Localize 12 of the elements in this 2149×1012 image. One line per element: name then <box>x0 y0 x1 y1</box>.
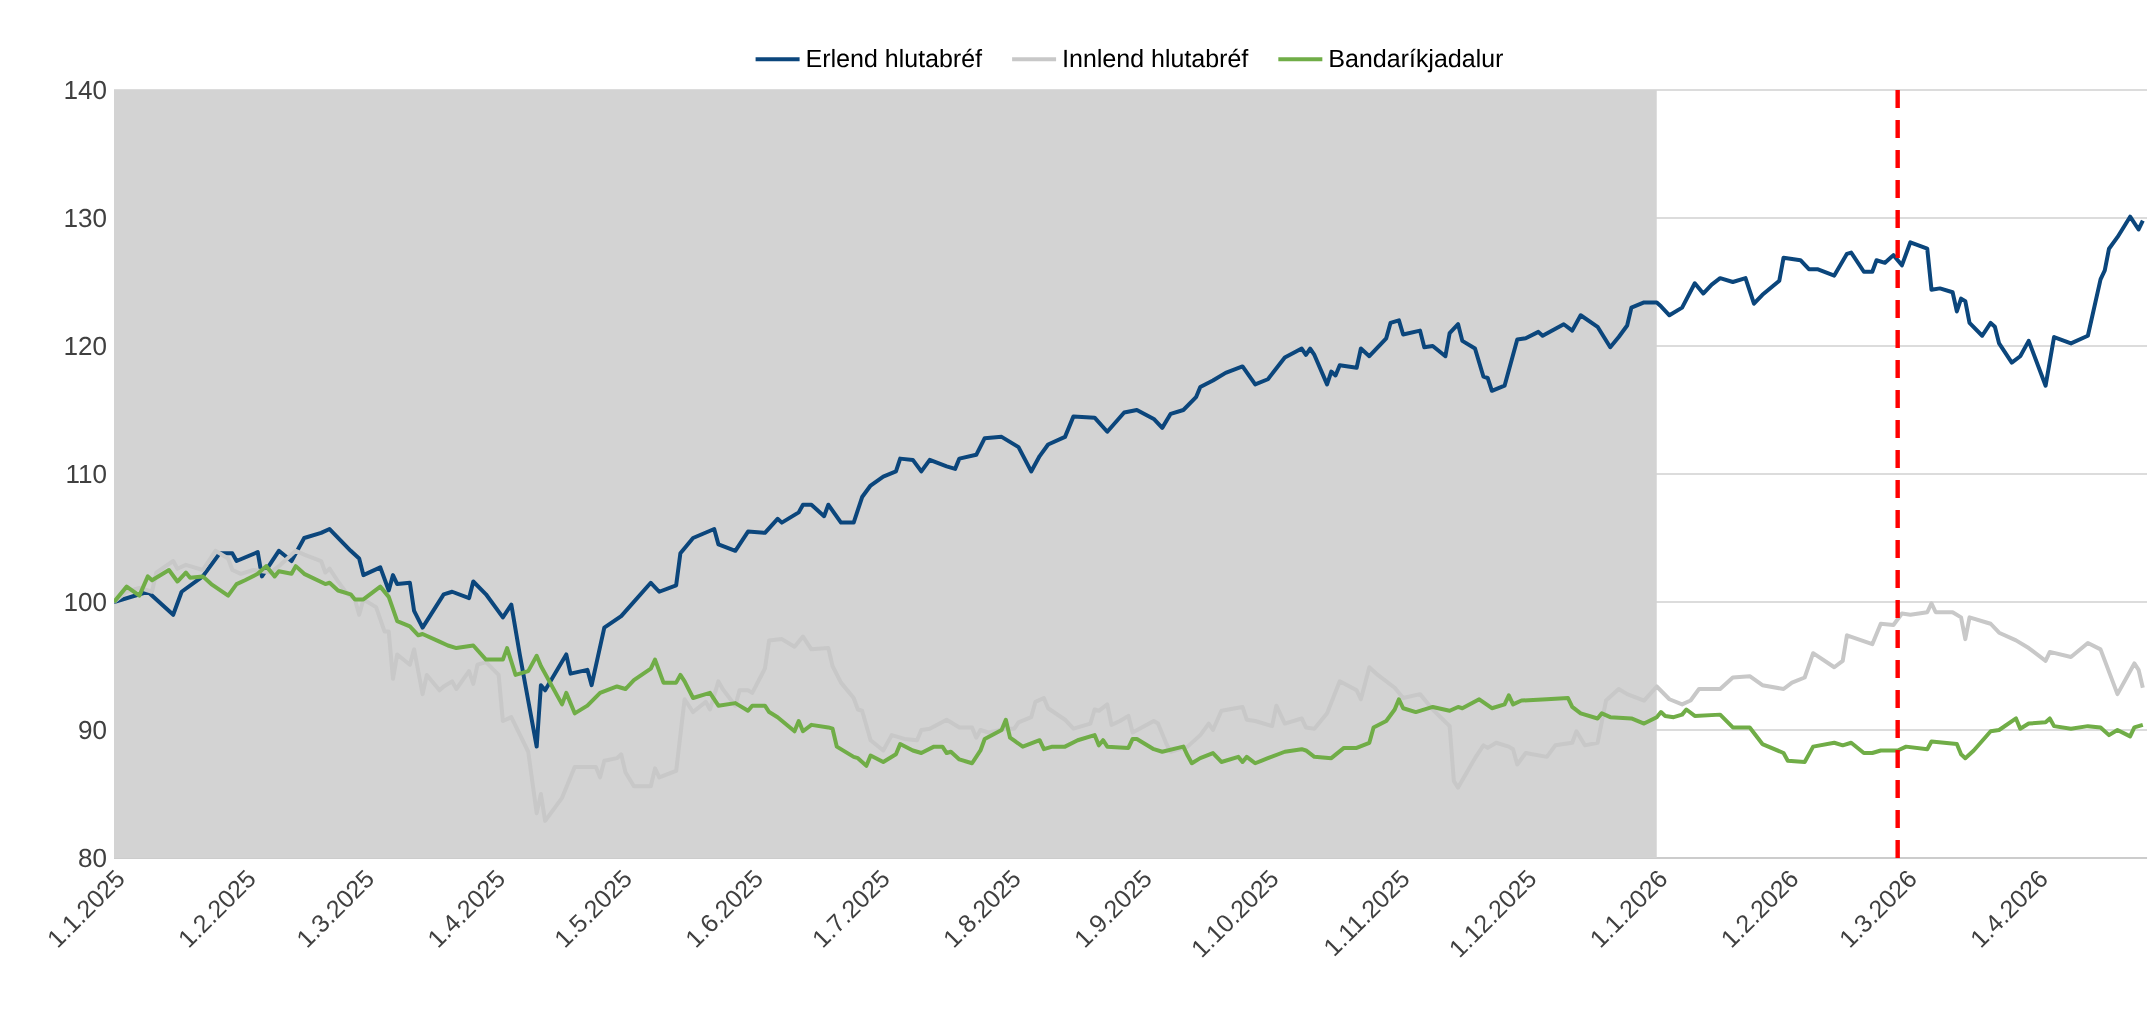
legend-label: Innlend hlutabréf <box>1064 48 1249 68</box>
y-tick-label: 140 <box>65 80 106 100</box>
y-tick-label: 100 <box>65 592 106 612</box>
y-tick-label: 90 <box>79 720 106 740</box>
line-series <box>114 214 2145 749</box>
y-tick-label: 130 <box>65 208 106 228</box>
y-tick-label: 120 <box>65 336 106 356</box>
line-series <box>114 564 2145 768</box>
legend-label: Bandaríkjadalur <box>1330 48 1503 73</box>
y-tick-label: 80 <box>79 848 106 868</box>
y-tick-label: 110 <box>67 464 106 484</box>
legend-label: Erlend hlutabréf <box>807 48 983 68</box>
